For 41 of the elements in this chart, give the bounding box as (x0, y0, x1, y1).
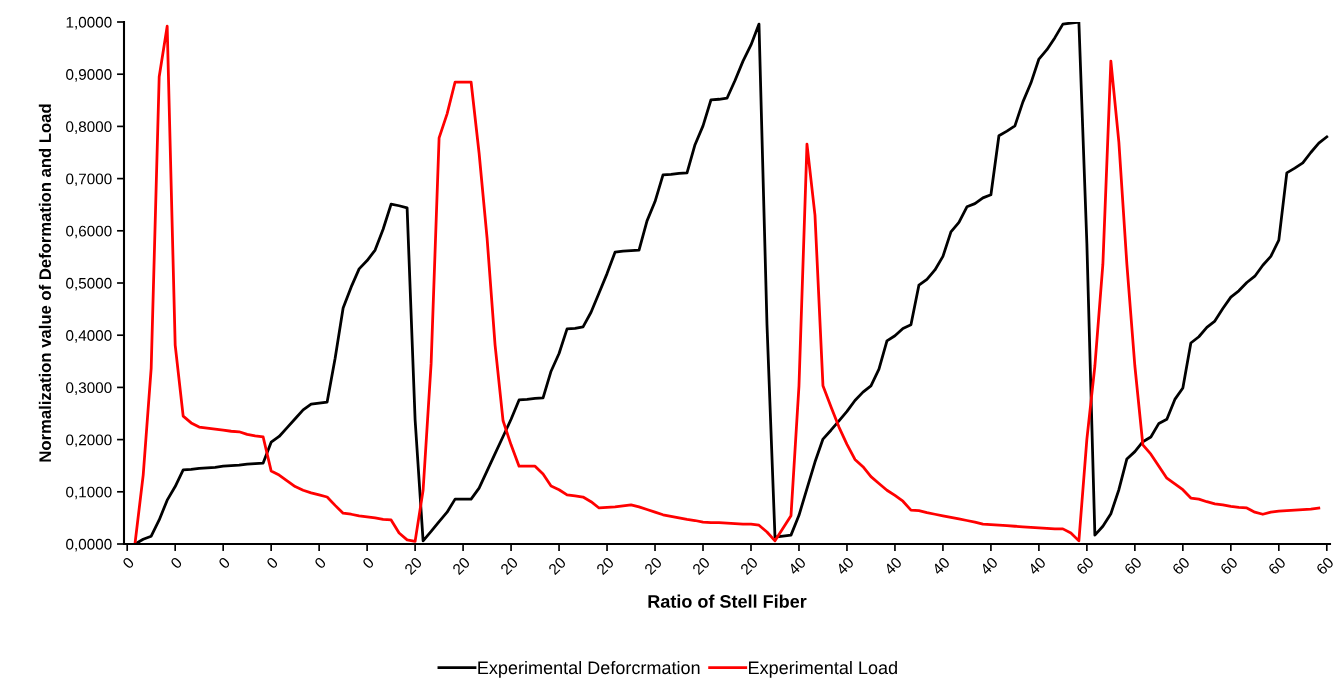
y-tick-label: 0,1000 (66, 486, 112, 500)
y-axis-title: Normalization value of Deformation and Load (38, 104, 52, 462)
x-tick-label: 20 (451, 556, 471, 576)
x-tick-label: 0 (217, 556, 231, 570)
y-tick-label: 0,0000 (66, 538, 112, 552)
x-tick-label: 0 (265, 556, 279, 570)
x-tick-label: 60 (1075, 556, 1095, 576)
y-tick-label: 0,7000 (66, 173, 112, 187)
y-tick-label: 1,0000 (66, 16, 112, 30)
x-tick-label: 40 (1027, 556, 1047, 576)
y-tick-label: 0,5000 (66, 277, 112, 291)
x-tick-label: 40 (883, 556, 903, 576)
y-tick-label: 0,9000 (66, 69, 112, 82)
x-tick-label: 60 (1315, 556, 1335, 576)
x-tick-label: 40 (931, 556, 951, 576)
y-tick-label: 0,4000 (66, 330, 112, 343)
x-tick-label: 20 (595, 556, 615, 576)
x-tick-label: 0 (361, 556, 375, 570)
x-tick-label: 40 (787, 556, 807, 576)
x-tick-label: 60 (1267, 556, 1287, 576)
y-tick-label: 0,3000 (66, 382, 112, 395)
x-tick-label: 20 (403, 556, 423, 576)
x-tick-label: 0 (169, 556, 183, 570)
x-tick-label: 60 (1219, 556, 1239, 576)
y-tick-label: 0,6000 (66, 225, 112, 239)
x-tick-label: 20 (547, 556, 567, 576)
x-tick-label: 0 (313, 556, 327, 570)
x-tick-label: 20 (739, 556, 759, 576)
y-tick-label: 0,2000 (66, 434, 112, 448)
x-tick-label: 20 (691, 556, 711, 576)
legend-label: Experimental Deforcrmation (478, 660, 700, 678)
x-axis-title: Ratio of Stell Fiber (648, 594, 807, 608)
x-tick-label: 0 (121, 556, 135, 570)
y-tick-label: 0,8000 (66, 121, 112, 134)
x-tick-label: 20 (499, 556, 519, 576)
x-tick-label: 60 (1123, 556, 1143, 576)
x-tick-label: 40 (835, 556, 855, 576)
legend-label: Experimental Load (749, 660, 897, 678)
x-tick-label: 40 (979, 556, 999, 576)
x-tick-label: 20 (643, 556, 663, 576)
x-tick-label: 60 (1171, 556, 1191, 576)
